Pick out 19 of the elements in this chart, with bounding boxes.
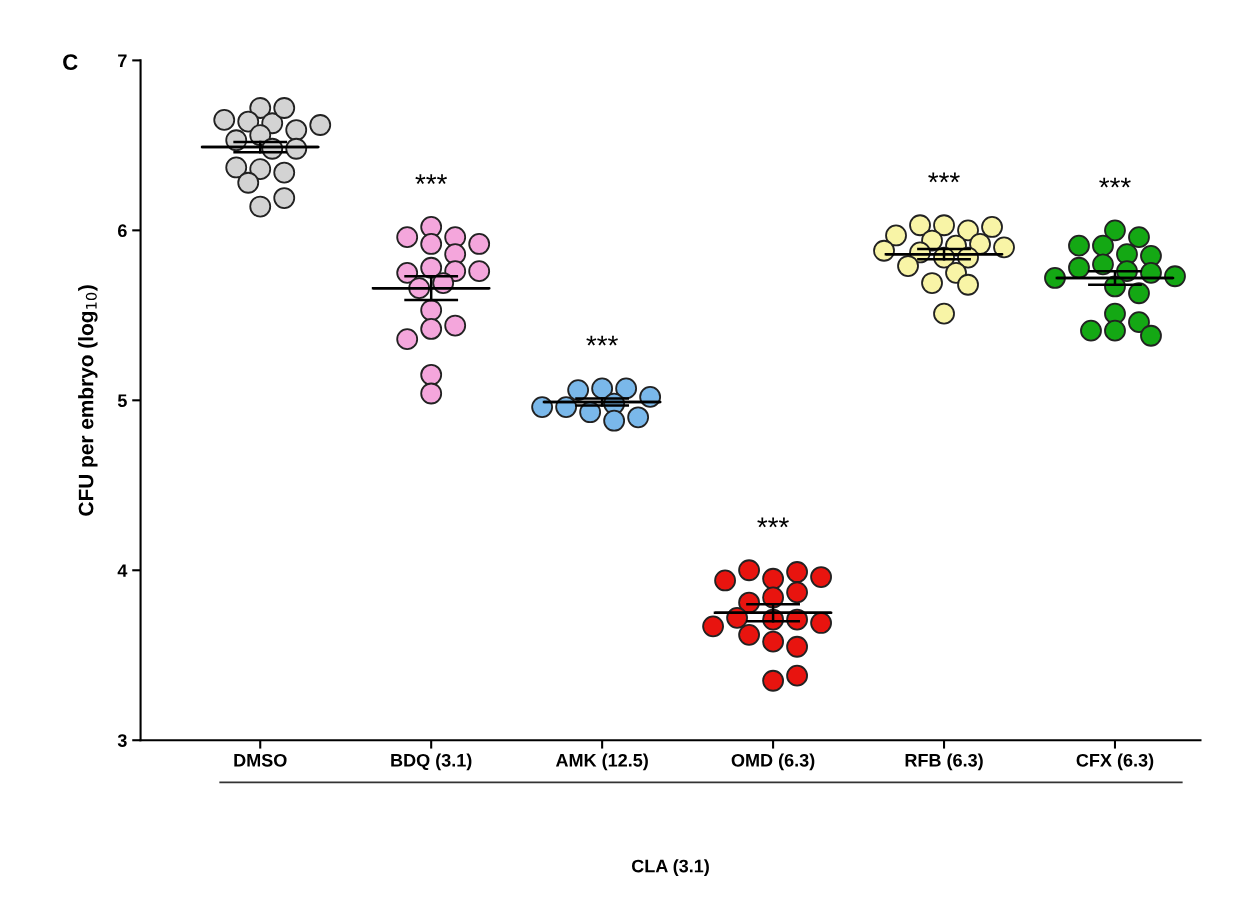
text: C — [63, 54, 78, 71]
y-tick-label: 7 — [118, 54, 127, 67]
annotation: *** — [757, 517, 789, 528]
x-tick-label: OMD (6.3) — [731, 753, 815, 771]
x-tick-label: DMSO — [234, 753, 287, 767]
y-tick-label: 5 — [117, 394, 127, 408]
x-axis-title: CLA (3.1) — [631, 859, 709, 876]
x-tick-label: CFX (6.3) — [1076, 753, 1154, 771]
y-axis-title: CFU per embryo (log$_{10}$) — [78, 285, 98, 516]
x-tick-label: RFB (6.3) — [905, 753, 983, 771]
x-tick-label: AMK (12.5) — [555, 753, 648, 771]
annotation: *** — [586, 335, 618, 346]
y-tick-label: 6 — [118, 224, 127, 238]
annotation: *** — [1099, 177, 1131, 188]
y-tick-label: 4 — [117, 564, 128, 577]
y-tick-label: 3 — [117, 734, 127, 747]
annotation: *** — [415, 174, 447, 184]
annotation: *** — [928, 172, 960, 183]
x-tick-label: BDQ (3.1) — [391, 753, 472, 771]
